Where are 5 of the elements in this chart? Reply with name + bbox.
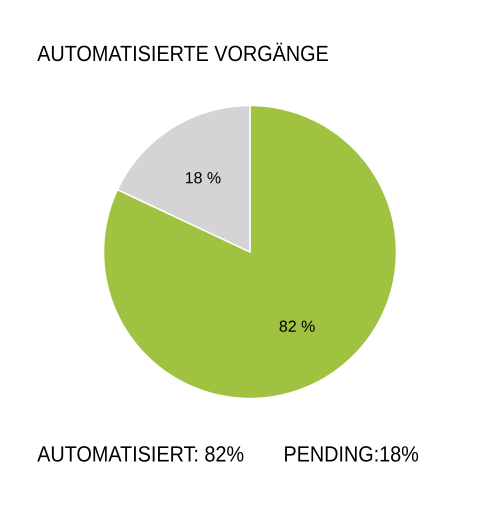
data-label: 82 %	[280, 320, 315, 332]
chart-title: AUTOMATISIERTE VORGÄNGE	[37, 42, 328, 62]
text: PENDING:18%	[285, 446, 418, 462]
data-label: 18 %	[186, 172, 221, 184]
text: AUTOMATISIERT: 82%	[37, 446, 244, 462]
